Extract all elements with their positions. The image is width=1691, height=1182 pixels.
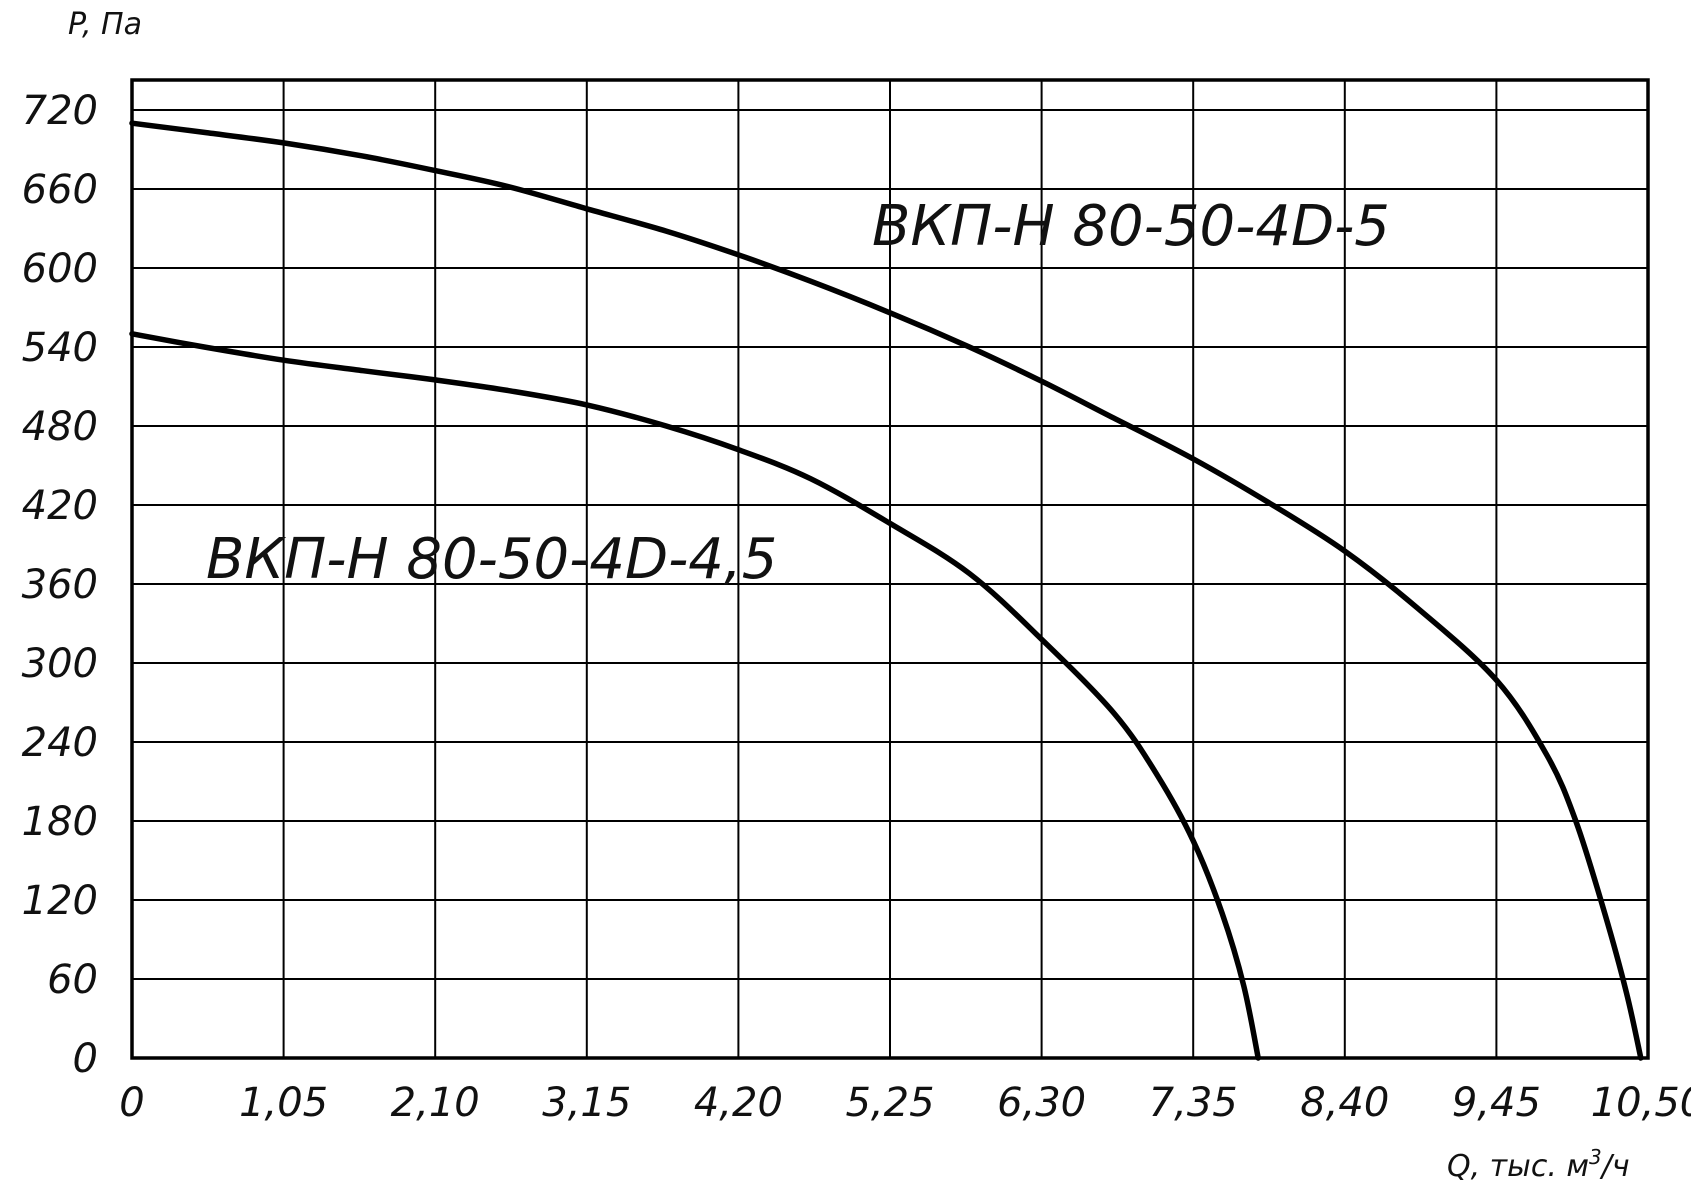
x-tick-label: 10,50	[1591, 1080, 1691, 1126]
y-tick-label: 480	[22, 404, 98, 450]
y-tick-label: 240	[22, 720, 98, 766]
x-tick-label: 1,05	[239, 1080, 328, 1126]
series-label-4d-5: ВКП-Н 80-50-4D-5	[872, 194, 1390, 259]
x-tick-label: 8,40	[1300, 1080, 1389, 1126]
x-tick-label: 2,10	[391, 1080, 480, 1126]
series-line-1	[129, 331, 1261, 1061]
x-axis-title: Q, тыс. м3/ч	[1447, 1145, 1630, 1182]
y-tick-label: 660	[22, 167, 98, 213]
x-tick-label: 4,20	[694, 1080, 783, 1126]
x-tick-label: 9,45	[1452, 1080, 1541, 1126]
plot-frame	[130, 78, 1650, 1060]
y-axis-title: P, Па	[68, 7, 142, 42]
series-line-0	[129, 120, 1644, 1061]
y-tick-label: 0	[73, 1036, 98, 1082]
y-tick-label: 540	[22, 325, 98, 371]
y-tick-label: 60	[47, 957, 98, 1003]
x-tick-label: 5,25	[845, 1080, 934, 1126]
x-tick-label: 6,30	[997, 1080, 1086, 1126]
x-axis-tick-labels: 0 1,05 2,10 3,15 4,20 5,25 6,30 7,35 8,40 9,45 10,…	[119, 1080, 1691, 1126]
x-axis-title-suffix: /ч	[1599, 1149, 1630, 1182]
y-tick-label: 600	[22, 246, 98, 292]
y-tick-label: 360	[22, 562, 98, 608]
grid	[132, 80, 1648, 1058]
x-axis-title-main: Q, тыс. м	[1447, 1149, 1589, 1182]
y-tick-label: 720	[22, 88, 98, 134]
y-tick-label: 120	[22, 878, 98, 924]
y-tick-label: 300	[22, 641, 98, 687]
y-tick-label: 180	[22, 799, 98, 845]
x-axis-title-superscript: 3	[1589, 1145, 1602, 1169]
y-tick-label: 420	[22, 483, 98, 529]
series-curves	[129, 120, 1644, 1061]
x-tick-label: 7,35	[1149, 1080, 1238, 1126]
x-tick-label: 3,15	[542, 1080, 631, 1126]
series-label-4d-4-5: ВКП-Н 80-50-4D-4,5	[206, 527, 777, 592]
x-tick-label: 0	[119, 1080, 144, 1126]
y-axis-tick-labels: 0 60 120 180 240 300 360 420 480 540 600 660 720	[22, 88, 98, 1082]
